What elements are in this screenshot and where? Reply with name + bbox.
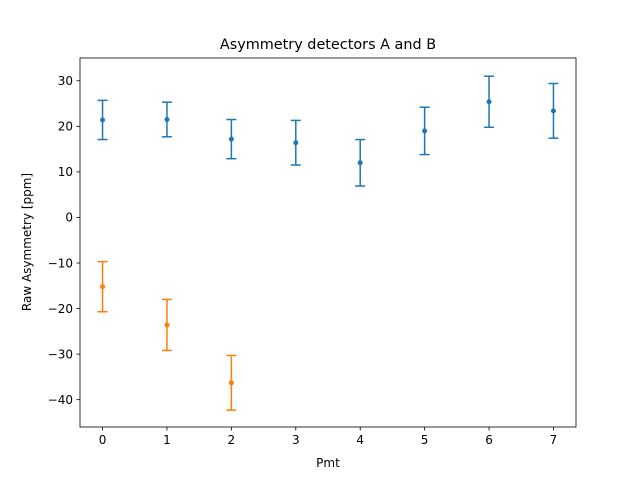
x-tick-label: 5 [421, 433, 429, 447]
data-point [228, 380, 234, 386]
x-axis-label: Pmt [316, 456, 340, 470]
y-tick-label: 20 [58, 120, 73, 134]
y-tick-label: −10 [48, 256, 73, 270]
y-tick-label: 10 [58, 165, 73, 179]
y-tick-label: −20 [48, 302, 73, 316]
chart-title: Asymmetry detectors A and B [220, 37, 436, 53]
x-tick-label: 6 [485, 433, 493, 447]
y-tick-label: 0 [65, 211, 73, 225]
data-point [550, 108, 556, 114]
data-point [357, 160, 363, 166]
data-point [100, 284, 106, 290]
data-point [293, 140, 299, 146]
plot-area-frame [79, 57, 577, 428]
y-tick-label: −40 [48, 393, 73, 407]
series-1 [97, 260, 237, 411]
data-point [486, 99, 492, 105]
x-tick-label: 4 [356, 433, 364, 447]
x-tick-label: 3 [292, 433, 300, 447]
data-point [100, 117, 106, 123]
x-tick-label: 7 [550, 433, 558, 447]
x-tick-label: 2 [228, 433, 236, 447]
y-tick-label: 30 [58, 74, 73, 88]
y-tick-label: −30 [48, 347, 73, 361]
series-0 [97, 75, 559, 187]
y-axis-label: Raw Asymmetry [ppm] [20, 173, 34, 311]
x-tick-label: 1 [163, 433, 171, 447]
data-point [164, 322, 170, 328]
data-point [164, 117, 170, 122]
data-point [422, 128, 428, 134]
x-tick-label: 0 [99, 433, 107, 447]
data-point [228, 136, 234, 142]
